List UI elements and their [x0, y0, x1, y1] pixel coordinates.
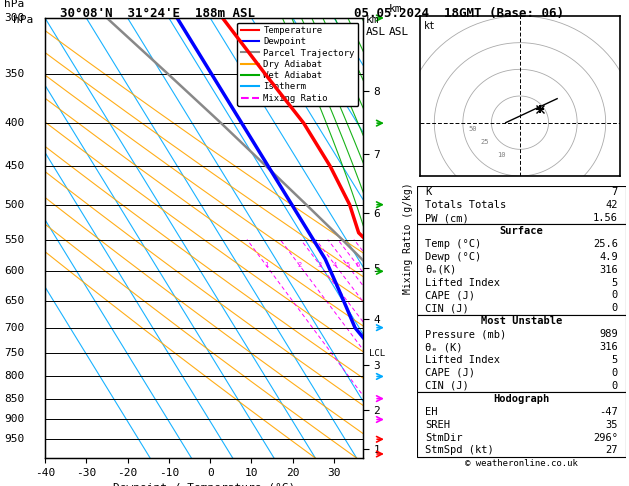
Text: 2: 2 — [298, 262, 301, 268]
Text: 316: 316 — [599, 265, 618, 275]
Text: Dewp (°C): Dewp (°C) — [425, 252, 481, 262]
Text: 5: 5 — [611, 278, 618, 288]
Text: 700: 700 — [4, 323, 25, 332]
Text: kt: kt — [424, 21, 436, 31]
Text: 500: 500 — [4, 200, 25, 209]
Text: 4: 4 — [333, 262, 337, 268]
Text: 5: 5 — [345, 262, 350, 268]
Bar — [417, 315, 626, 392]
Text: 300: 300 — [4, 13, 25, 23]
Text: 989: 989 — [599, 329, 618, 339]
Text: θₑ(K): θₑ(K) — [425, 265, 457, 275]
Text: 0: 0 — [611, 303, 618, 313]
Text: CIN (J): CIN (J) — [425, 381, 469, 391]
Text: 0: 0 — [611, 291, 618, 300]
Text: StmDir: StmDir — [425, 433, 463, 443]
Text: 750: 750 — [4, 348, 25, 358]
Text: K: K — [425, 187, 431, 197]
Text: 27: 27 — [606, 446, 618, 455]
Text: 800: 800 — [4, 371, 25, 382]
Text: 316: 316 — [599, 342, 618, 352]
Text: 30°08'N  31°24'E  188m ASL: 30°08'N 31°24'E 188m ASL — [60, 7, 255, 20]
Text: 42: 42 — [606, 200, 618, 210]
Text: Lifted Index: Lifted Index — [425, 355, 500, 365]
Text: SREH: SREH — [425, 419, 450, 430]
Text: © weatheronline.co.uk: © weatheronline.co.uk — [465, 459, 578, 468]
Text: hPa: hPa — [4, 0, 25, 9]
Bar — [417, 392, 626, 457]
Text: 4.9: 4.9 — [599, 252, 618, 262]
Text: θₑ (K): θₑ (K) — [425, 342, 463, 352]
Text: 1: 1 — [264, 262, 268, 268]
Text: 1.56: 1.56 — [593, 213, 618, 223]
Text: Pressure (mb): Pressure (mb) — [425, 329, 506, 339]
Text: ASL: ASL — [389, 27, 409, 37]
Text: ASL: ASL — [366, 27, 386, 37]
Text: PW (cm): PW (cm) — [425, 213, 469, 223]
Text: Totals Totals: Totals Totals — [425, 200, 506, 210]
Text: 10: 10 — [497, 152, 506, 158]
Legend: Temperature, Dewpoint, Parcel Trajectory, Dry Adiabat, Wet Adiabat, Isotherm, Mi: Temperature, Dewpoint, Parcel Trajectory… — [237, 22, 359, 106]
Text: Lifted Index: Lifted Index — [425, 278, 500, 288]
Text: Most Unstable: Most Unstable — [481, 316, 562, 326]
Bar — [417, 186, 626, 225]
Text: EH: EH — [425, 407, 438, 417]
Text: 900: 900 — [4, 415, 25, 424]
Text: hPa: hPa — [13, 15, 33, 25]
Text: 0: 0 — [611, 368, 618, 378]
Text: CIN (J): CIN (J) — [425, 303, 469, 313]
Text: 35: 35 — [606, 419, 618, 430]
Text: 0: 0 — [611, 381, 618, 391]
Bar — [417, 225, 626, 315]
Text: Surface: Surface — [499, 226, 543, 236]
Text: 550: 550 — [4, 235, 25, 244]
Text: Temp (°C): Temp (°C) — [425, 239, 481, 249]
Text: CAPE (J): CAPE (J) — [425, 368, 476, 378]
Text: Mixing Ratio (g/kg): Mixing Ratio (g/kg) — [403, 182, 413, 294]
Text: 450: 450 — [4, 161, 25, 171]
Text: 950: 950 — [4, 434, 25, 444]
Text: Hodograph: Hodograph — [493, 394, 550, 404]
Text: 6: 6 — [355, 262, 360, 268]
Text: 50: 50 — [469, 126, 477, 132]
Text: 600: 600 — [4, 266, 25, 277]
Text: 3: 3 — [318, 262, 322, 268]
Text: LCL: LCL — [369, 349, 386, 358]
Text: 25: 25 — [480, 139, 489, 145]
Text: CAPE (J): CAPE (J) — [425, 291, 476, 300]
Text: 296°: 296° — [593, 433, 618, 443]
Text: -47: -47 — [599, 407, 618, 417]
X-axis label: Dewpoint / Temperature (°C): Dewpoint / Temperature (°C) — [113, 483, 295, 486]
Text: 350: 350 — [4, 69, 25, 79]
Text: km: km — [389, 3, 402, 14]
Text: StmSpd (kt): StmSpd (kt) — [425, 446, 494, 455]
Text: 400: 400 — [4, 118, 25, 128]
Text: 7: 7 — [611, 187, 618, 197]
Text: 25.6: 25.6 — [593, 239, 618, 249]
Text: 5: 5 — [611, 355, 618, 365]
Text: 05.05.2024  18GMT (Base: 06): 05.05.2024 18GMT (Base: 06) — [354, 7, 564, 20]
Text: 650: 650 — [4, 295, 25, 306]
Text: km: km — [366, 15, 379, 25]
Text: 850: 850 — [4, 394, 25, 403]
